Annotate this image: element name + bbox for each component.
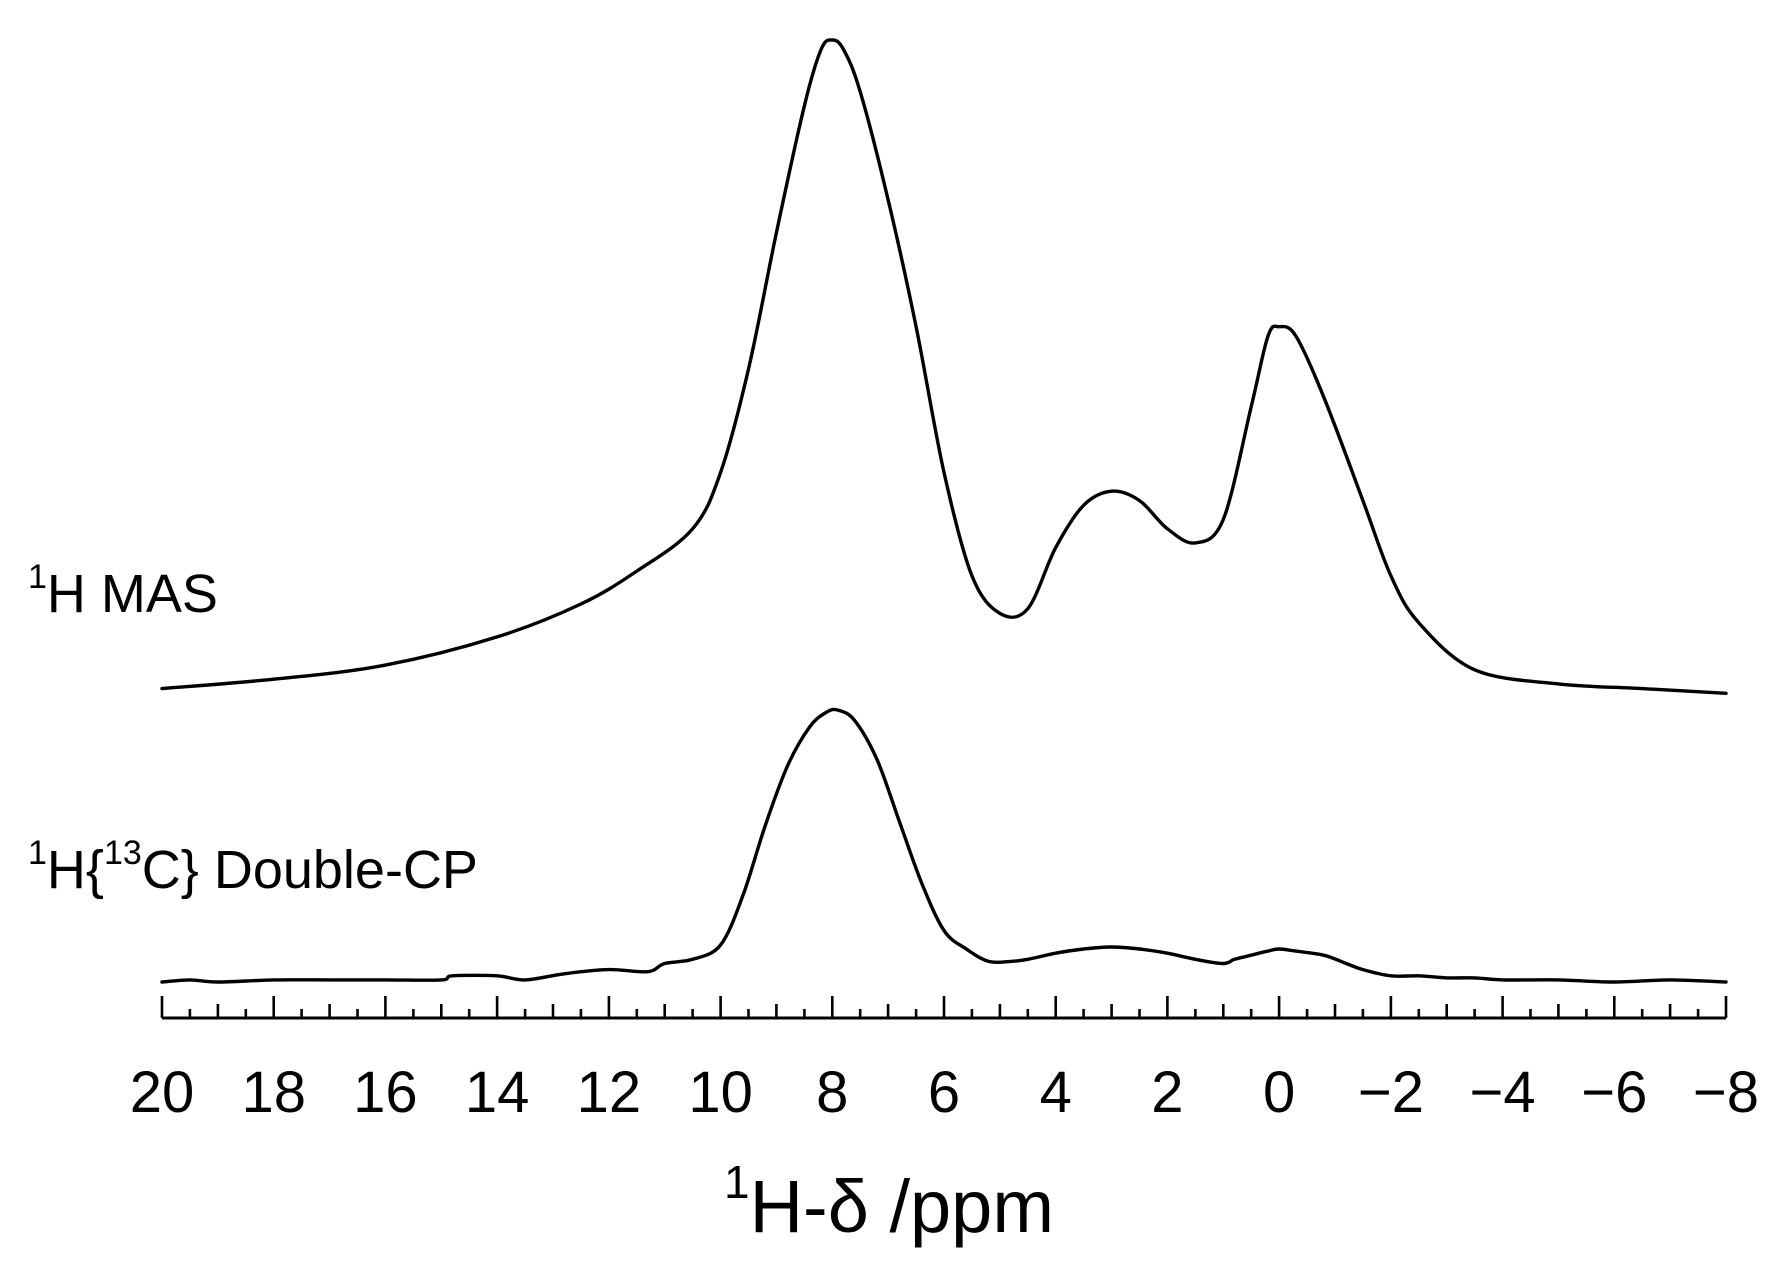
x-tick-label: −2 xyxy=(1358,1060,1424,1125)
spectrum-traces xyxy=(160,38,1728,984)
x-axis-ticks xyxy=(160,996,1728,1018)
x-tick-label: 14 xyxy=(465,1060,530,1125)
x-tick-label: 20 xyxy=(130,1060,195,1125)
series-line-mas xyxy=(160,38,1728,695)
series-label-mas: 1H MAS xyxy=(28,558,218,624)
x-axis-tick-labels: 20 18 16 14 12 10 8 6 4 2 0 −2 −4 −6 −8 xyxy=(130,1060,1759,1125)
x-tick-label: 2 xyxy=(1151,1060,1183,1125)
x-tick-label: 12 xyxy=(577,1060,642,1125)
x-tick-label: −8 xyxy=(1693,1060,1759,1125)
x-tick-label: 16 xyxy=(353,1060,418,1125)
x-tick-label: 4 xyxy=(1040,1060,1072,1125)
x-tick-label: 6 xyxy=(928,1060,960,1125)
x-tick-label: 0 xyxy=(1263,1060,1295,1125)
x-tick-label: −4 xyxy=(1470,1060,1536,1125)
series-line-double-cp xyxy=(160,707,1728,984)
x-axis-title: 1H-δ /ppm xyxy=(724,1156,1054,1248)
x-tick-label: 18 xyxy=(241,1060,306,1125)
x-tick-label: −6 xyxy=(1581,1060,1647,1125)
series-label-double-cp: 1H{13C} Double-CP xyxy=(28,834,478,900)
x-tick-label: 10 xyxy=(688,1060,753,1125)
x-tick-label: 8 xyxy=(816,1060,848,1125)
